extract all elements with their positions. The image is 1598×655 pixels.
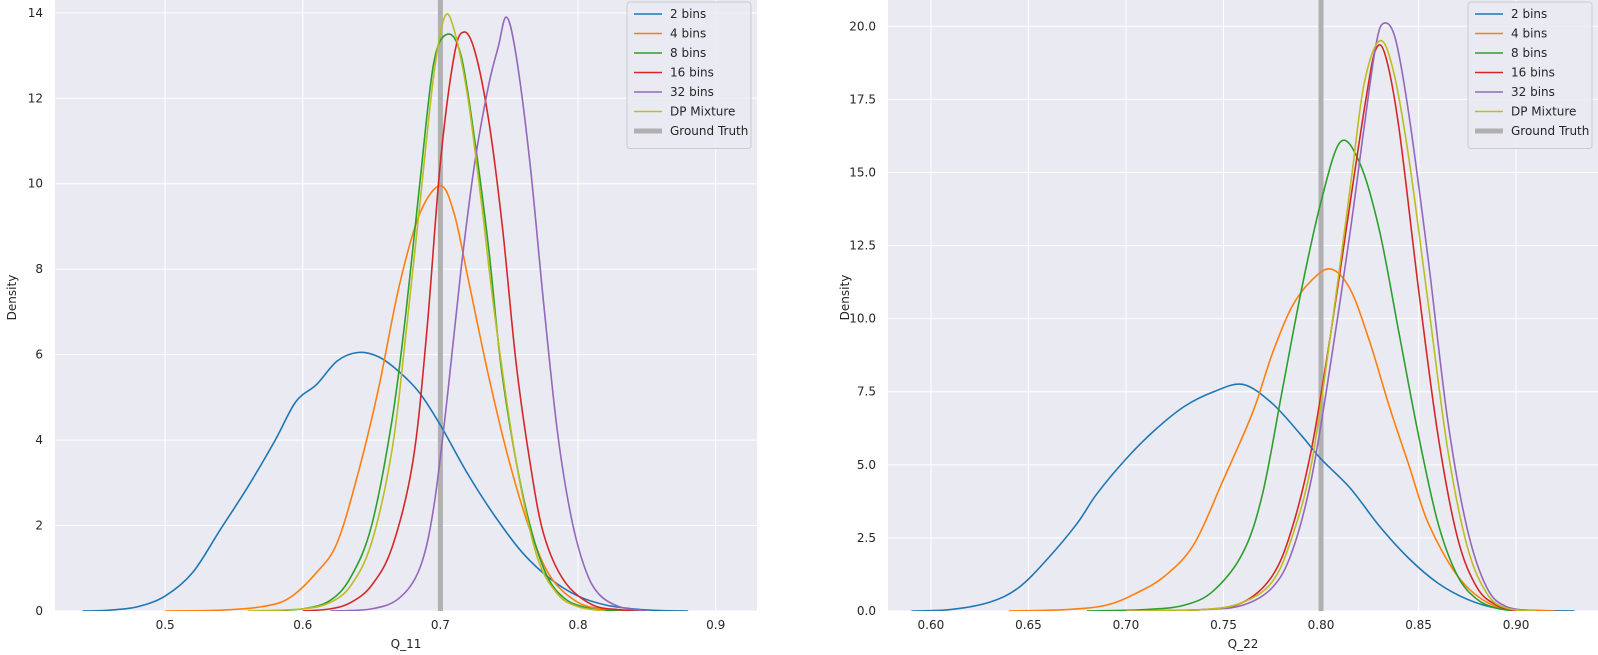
- legend-label-32-bins: 32 bins: [1511, 85, 1555, 99]
- x-tick-label: 0.80: [1308, 618, 1335, 632]
- series-line-32-bins: [330, 16, 648, 611]
- series-line-16-bins: [1125, 44, 1517, 611]
- x-tick-label: 0.90: [1503, 618, 1530, 632]
- y-tick-label: 7.5: [857, 385, 876, 399]
- legend-label-8-bins: 8 bins: [1511, 46, 1547, 60]
- x-tick-label: 0.60: [918, 618, 945, 632]
- legend-label-ground-truth: Ground Truth: [670, 124, 748, 138]
- x-tick-label: 0.7: [431, 618, 450, 632]
- legend-label-16-bins: 16 bins: [670, 66, 714, 80]
- x-tick-label: 0.65: [1015, 618, 1042, 632]
- y-tick-label: 14: [28, 6, 43, 20]
- legend-label-8-bins: 8 bins: [670, 46, 706, 60]
- y-tick-label: 10.0: [849, 312, 876, 326]
- y-tick-label: 5.0: [857, 458, 876, 472]
- y-tick-label: 4: [35, 433, 43, 447]
- x-tick-label: 0.70: [1113, 618, 1140, 632]
- right-density-plot: 0.60 0.65 0.70 0.75 0.80 0.85 0.90 0.0 2.5 5.0 7.5…: [838, 0, 1598, 651]
- series-line-32-bins: [1125, 22, 1536, 611]
- left-density-plot: 0.5 0.6 0.7 0.8 0.9 0 2 4 6 8 10 12 14 Q_11 Density 2 b…: [5, 0, 757, 651]
- y-tick-label: 0: [35, 604, 43, 618]
- x-tick-label: 0.9: [706, 618, 725, 632]
- y-tick-label: 12.5: [849, 239, 876, 253]
- y-tick-label: 6: [35, 348, 43, 362]
- series-line-4-bins: [165, 185, 634, 611]
- y-tick-label: 17.5: [849, 92, 876, 106]
- y-tick-label: 8: [35, 262, 43, 276]
- y-tick-label: 15.0: [849, 165, 876, 179]
- legend-label-ground-truth: Ground Truth: [1511, 124, 1589, 138]
- legend-label-4-bins: 4 bins: [1511, 27, 1547, 41]
- x-tick-label: 0.6: [293, 618, 312, 632]
- series-line-8-bins: [1086, 139, 1517, 611]
- series-group: [911, 0, 1575, 611]
- x-tick-label: 0.8: [569, 618, 588, 632]
- series-line-4-bins: [1008, 267, 1556, 611]
- legend-label-32-bins: 32 bins: [670, 85, 714, 99]
- series-line-2-bins: [911, 383, 1575, 611]
- x-tick-label: 0.75: [1210, 618, 1237, 632]
- y-axis-label: Density: [5, 275, 19, 321]
- legend-label-2-bins: 2 bins: [1511, 7, 1547, 21]
- legend-label-2-bins: 2 bins: [670, 7, 706, 21]
- legend-label-4-bins: 4 bins: [670, 27, 706, 41]
- y-tick-label: 10: [28, 177, 43, 191]
- legend: 2 bins 4 bins 8 bins 16 bins 32 bins DP Mixtu…: [626, 1, 752, 149]
- y-tick-label: 20.0: [849, 19, 876, 33]
- legend-label-dp-mixture: DP Mixture: [1511, 105, 1576, 119]
- legend-label-16-bins: 16 bins: [1511, 66, 1555, 80]
- y-tick-label: 2.5: [857, 531, 876, 545]
- legend-label-dp-mixture: DP Mixture: [670, 105, 735, 119]
- x-axis-label: Q_11: [391, 637, 422, 651]
- x-tick-label: 0.5: [156, 618, 175, 632]
- y-axis-label: Density: [838, 275, 852, 321]
- series-line-8-bins: [261, 33, 620, 611]
- y-tick-label: 0.0: [857, 604, 876, 618]
- series-line-16-bins: [302, 31, 647, 611]
- y-tick-label: 2: [35, 519, 43, 533]
- series-line-dp-mixture: [1125, 39, 1536, 611]
- y-tick-label: 12: [28, 91, 43, 105]
- legend: 2 bins 4 bins 8 bins 16 bins 32 bins DP Mixtu…: [1467, 1, 1593, 149]
- series-line-dp-mixture: [247, 13, 606, 611]
- x-tick-label: 0.85: [1405, 618, 1432, 632]
- x-axis-label: Q_22: [1228, 637, 1259, 651]
- series-group: [82, 0, 689, 611]
